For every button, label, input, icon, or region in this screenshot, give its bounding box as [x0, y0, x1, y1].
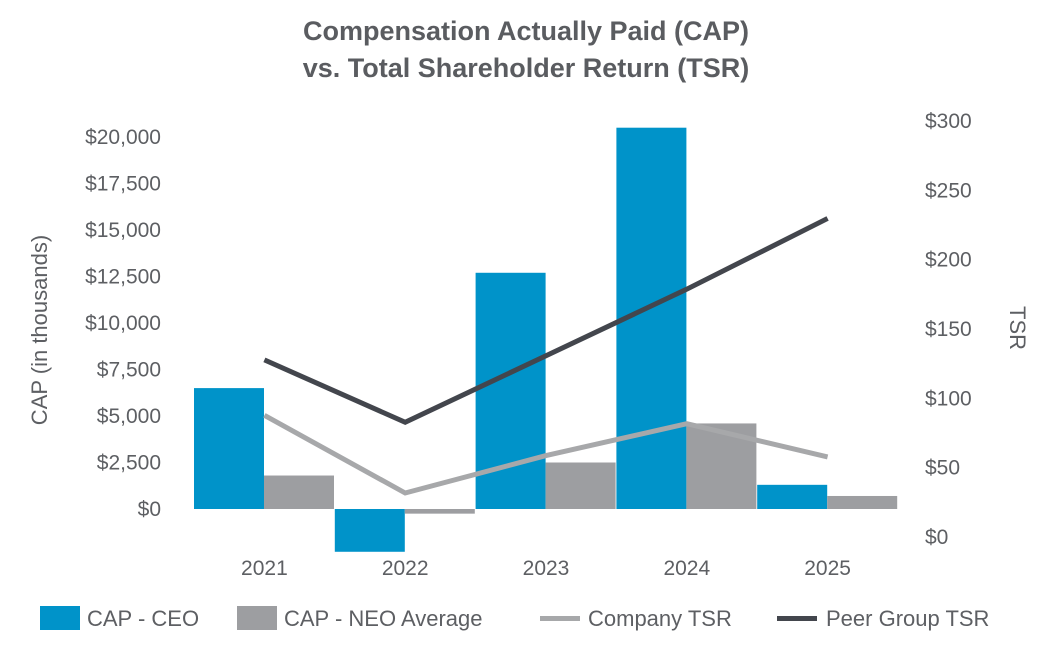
chart-title-line-1: Compensation Actually Paid (CAP) [303, 16, 749, 46]
x-tick-label: 2024 [663, 557, 710, 580]
bar-cap-neo-2025 [827, 495, 898, 509]
right-tick-label: $200 [925, 249, 972, 272]
bar-cap-ceo-2021 [194, 388, 264, 509]
right-tick-label: $250 [925, 179, 972, 202]
right-tick-label: $150 [925, 318, 972, 341]
right-tick-label: $50 [925, 457, 960, 480]
x-tick-label: 2022 [382, 557, 429, 580]
legend-label-company-tsr: Company TSR [588, 606, 732, 631]
left-tick-label: $5,000 [97, 405, 161, 428]
left-tick-label: $2,500 [97, 452, 161, 475]
right-axis-label: TSR [1005, 306, 1030, 350]
legend-label-peer-group-tsr: Peer Group TSR [826, 606, 989, 631]
left-tick-label: $7,500 [97, 359, 161, 382]
right-tick-label: $100 [925, 387, 972, 410]
legend: CAP - CEO CAP - NEO Average Company TSR Pee… [40, 606, 989, 631]
right-tick-label: $0 [925, 526, 948, 549]
left-tick-label: $15,000 [85, 219, 161, 242]
left-tick-label: $12,500 [85, 266, 161, 289]
chart-title-line-2: vs. Total Shareholder Return (TSR) [303, 53, 750, 83]
left-tick-label: $20,000 [85, 126, 161, 149]
legend-swatch-peer-group-tsr [777, 616, 817, 621]
bar-cap-neo-2022 [404, 509, 475, 514]
left-tick-label: $10,000 [85, 312, 161, 335]
chart-title: Compensation Actually Paid (CAP) vs. Tot… [303, 16, 750, 83]
right-axis-ticks: $0 $50 $100 $150 $200 $250 $300 [925, 110, 972, 549]
line-peer-group-tsr [263, 216, 829, 426]
x-axis-ticks: 2021 2022 2023 2024 2025 [241, 557, 851, 580]
bar-cap-neo-2023 [545, 462, 616, 509]
left-tick-label: $0 [138, 498, 161, 521]
bar-cap-ceo-2025 [757, 484, 828, 509]
legend-label-cap-ceo: CAP - CEO [87, 606, 199, 631]
bar-series [194, 127, 898, 552]
line-company-tsr [263, 413, 829, 496]
left-axis-label: CAP (in thousands) [27, 235, 52, 425]
line-series [263, 216, 829, 496]
legend-swatch-company-tsr [540, 616, 580, 621]
x-tick-label: 2023 [523, 557, 570, 580]
left-axis-ticks: $0 $2,500 $5,000 $7,500 $10,000 $12,500 $15,00… [85, 126, 161, 521]
x-tick-label: 2025 [804, 557, 851, 580]
left-tick-label: $17,500 [85, 173, 161, 196]
bar-cap-ceo-2022 [334, 509, 405, 552]
bar-cap-neo-2021 [264, 475, 334, 509]
legend-swatch-cap-ceo [40, 606, 80, 630]
x-tick-label: 2021 [241, 557, 288, 580]
legend-swatch-cap-neo-average [237, 606, 277, 630]
right-tick-label: $300 [925, 110, 972, 133]
legend-label-cap-neo-average: CAP - NEO Average [284, 606, 483, 631]
